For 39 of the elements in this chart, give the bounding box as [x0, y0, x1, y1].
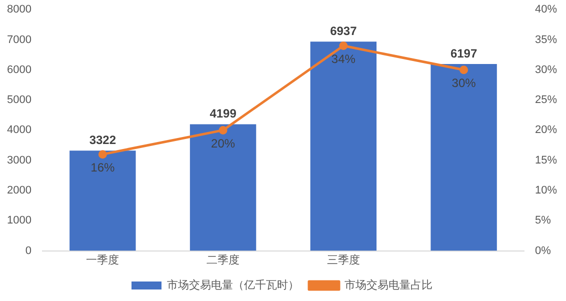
y-tick-label: 2000 — [6, 184, 32, 197]
y-tick-label: 3000 — [6, 154, 32, 166]
point — [460, 66, 468, 74]
text: 16% — [90, 160, 115, 175]
bar — [430, 64, 497, 251]
text: 3322 — [89, 132, 116, 147]
y-tick-label: 7000 — [6, 34, 32, 46]
bar — [190, 124, 256, 251]
point — [339, 42, 348, 50]
y-tick-label: 4000 — [6, 124, 32, 136]
text: 30% — [452, 76, 476, 90]
y2-tick-label: 0% — [534, 244, 552, 257]
bar — [70, 150, 136, 251]
y2-tick-label: 15% — [534, 154, 558, 166]
point — [218, 126, 228, 134]
legend-label: 市场交易电量（亿千瓦时） — [167, 278, 299, 292]
y2-tick-label: 25% — [534, 94, 558, 106]
x-tick-label: 三季度 — [326, 253, 360, 266]
y2-tick-label: 35% — [534, 34, 558, 46]
legend-label: 市场交易电量占比 — [344, 278, 432, 292]
y2-tick-label: 30% — [534, 64, 558, 76]
text: 6937 — [330, 24, 357, 38]
text: 6197 — [450, 46, 478, 60]
x-tick-label: 一季度 — [86, 253, 120, 266]
point — [98, 150, 107, 159]
y-tick-label: 0 — [25, 244, 32, 257]
y-tick-label: 5000 — [6, 94, 32, 106]
y2-tick-label: 40% — [534, 4, 558, 16]
y2-tick-label: 10% — [534, 184, 558, 197]
text: 20% — [211, 136, 236, 151]
y2-tick-label: 20% — [534, 124, 558, 136]
y-tick-label: 6000 — [6, 64, 32, 76]
x-tick-label: 二季度 — [206, 253, 240, 266]
y-tick-label: 8000 — [6, 4, 32, 16]
bar — [310, 42, 377, 251]
y-tick-label: 1000 — [6, 214, 32, 227]
y2-tick-label: 5% — [534, 214, 552, 227]
text: 4199 — [210, 106, 236, 121]
text: 34% — [331, 52, 356, 66]
